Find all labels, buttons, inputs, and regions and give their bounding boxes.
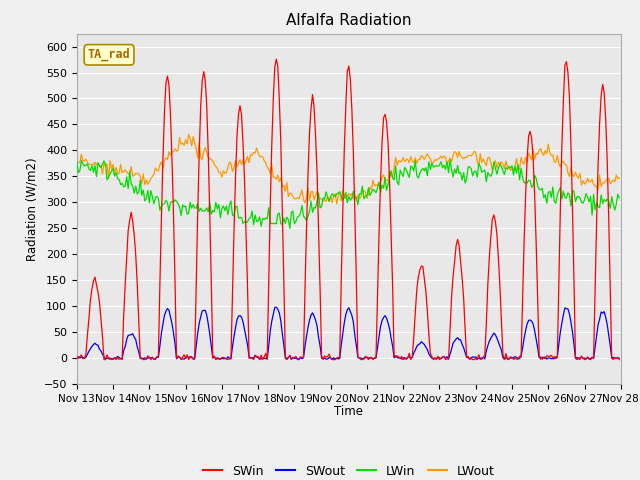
- SWout: [273, 304, 280, 310]
- LWout: [140, 171, 147, 177]
- LWout: [333, 201, 340, 207]
- Title: Alfalfa Radiation: Alfalfa Radiation: [286, 13, 412, 28]
- Line: LWin: LWin: [77, 160, 620, 228]
- SWout: [588, 354, 596, 360]
- LWin: [588, 212, 596, 218]
- LWin: [446, 157, 454, 163]
- SWout: [254, 355, 262, 361]
- SWin: [100, 357, 108, 362]
- Text: TA_rad: TA_rad: [88, 48, 131, 61]
- LWout: [236, 157, 244, 163]
- LWout: [616, 175, 623, 180]
- SWout: [313, 323, 321, 329]
- LWout: [312, 192, 319, 198]
- LWout: [588, 177, 596, 182]
- LWout: [254, 150, 262, 156]
- LWout: [264, 165, 271, 170]
- SWin: [273, 56, 280, 62]
- LWin: [616, 195, 623, 201]
- LWin: [73, 159, 81, 165]
- Line: LWout: LWout: [77, 134, 620, 204]
- SWin: [236, 103, 244, 108]
- Line: SWin: SWin: [77, 59, 620, 360]
- SWout: [616, 356, 623, 361]
- LWin: [286, 226, 294, 231]
- LWin: [235, 215, 243, 221]
- LWin: [262, 215, 269, 221]
- SWin: [254, 354, 262, 360]
- LWout: [73, 159, 81, 165]
- SWin: [141, 357, 148, 362]
- SWout: [73, 355, 81, 360]
- SWin: [313, 170, 321, 176]
- SWout: [141, 355, 148, 360]
- LWout: [185, 132, 193, 137]
- SWin: [264, 357, 271, 362]
- X-axis label: Time: Time: [334, 405, 364, 418]
- SWout: [236, 312, 244, 318]
- Line: SWout: SWout: [77, 307, 620, 359]
- SWin: [588, 355, 596, 360]
- LWin: [140, 187, 147, 193]
- SWout: [106, 356, 114, 362]
- LWin: [253, 219, 260, 225]
- LWin: [312, 205, 319, 211]
- SWin: [73, 354, 81, 360]
- Y-axis label: Radiation (W/m2): Radiation (W/m2): [25, 157, 38, 261]
- Legend: SWin, SWout, LWin, LWout: SWin, SWout, LWin, LWout: [198, 460, 499, 480]
- SWout: [264, 356, 271, 362]
- SWin: [616, 357, 623, 362]
